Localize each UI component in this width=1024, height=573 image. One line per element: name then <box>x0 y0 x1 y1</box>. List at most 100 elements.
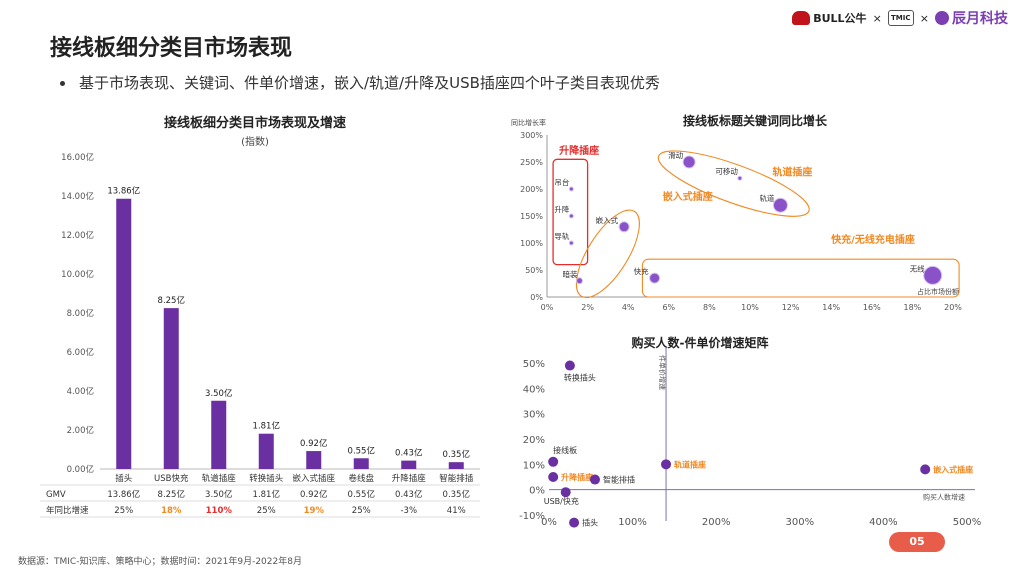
keyword-x-tick-label: 14% <box>822 303 840 312</box>
keyword-point <box>772 197 788 213</box>
bull-logo-text: BULL公牛 <box>813 12 867 25</box>
bar-y-tick-label: 6.00亿 <box>67 347 94 358</box>
keyword-point <box>737 175 743 181</box>
logo-separator: × <box>919 11 929 25</box>
matrix-point-label: 转换插头 <box>564 373 596 383</box>
summary-text: 基于市场表现、关键词、件单价增速，嵌入/轨道/升降及USB插座四个叶子类目表现优… <box>79 74 660 92</box>
keyword-point-label: 滑动 <box>668 150 684 160</box>
keyword-point-label: 吊台 <box>554 177 569 187</box>
matrix-y-tick-label: 20% <box>523 435 545 446</box>
matrix-x-tick-label: 0% <box>541 517 557 528</box>
table-cell: 110% <box>206 506 233 516</box>
keyword-group-outline <box>641 258 960 298</box>
matrix-chart-title: 购买人数-件单价增速矩阵 <box>632 335 769 350</box>
matrix-point <box>569 517 580 528</box>
chenyue-logo-text: 辰月科技 <box>952 11 1008 27</box>
tmic-logo-icon: TMIC <box>887 10 914 26</box>
bar-3 <box>258 433 274 469</box>
table-cell: 41% <box>447 506 466 516</box>
bar-y-tick-label: 8.00亿 <box>67 308 94 319</box>
matrix-y-tick-label: 0% <box>529 486 545 497</box>
matrix-y-tick-label: -10% <box>519 511 545 522</box>
keyword-point-label: 轨道 <box>759 193 774 203</box>
bar-category-label: USB快充 <box>154 473 189 484</box>
bar-category-label: 卷线盘 <box>348 473 374 484</box>
bar-chart-subtitle: (指数) <box>241 135 269 148</box>
keyword-x-axis-label: 占比市场份额 <box>917 287 959 296</box>
chenyue-logo: 辰月科技 <box>935 8 1008 28</box>
bar-value-label: 0.43亿 <box>395 448 422 459</box>
bull-logo: BULL公牛 <box>792 10 867 26</box>
keyword-y-tick-label: 300% <box>520 131 543 140</box>
matrix-y-tick-label: 10% <box>523 460 545 471</box>
table-cell: 8.25亿 <box>158 489 185 500</box>
matrix-x-tick-label: 200% <box>702 517 731 528</box>
keyword-group-label: 快充/无线充电插座 <box>830 233 915 246</box>
table-row-label: GMV <box>46 490 66 500</box>
keyword-point-label: 暗装 <box>562 269 577 279</box>
bar-category-label: 嵌入式插座 <box>292 473 335 484</box>
matrix-y-tick-label: 30% <box>523 410 545 421</box>
matrix-point <box>560 487 571 498</box>
keyword-point <box>568 240 574 246</box>
keyword-point-label: 嵌入式 <box>596 215 619 225</box>
keyword-x-tick-label: 10% <box>741 303 759 312</box>
keyword-point <box>682 155 696 169</box>
bar-y-tick-label: 2.00亿 <box>67 425 94 436</box>
table-cell: 13.86亿 <box>107 489 140 500</box>
keyword-x-tick-label: 4% <box>622 303 635 312</box>
bar-value-label: 0.35亿 <box>443 449 470 460</box>
matrix-point <box>920 464 931 475</box>
logo-row: BULL公牛 × TMIC × 辰月科技 <box>792 8 1008 28</box>
table-cell: 25% <box>352 506 371 516</box>
table-cell: 25% <box>257 506 276 516</box>
keyword-point-label: 导轨 <box>554 231 569 241</box>
matrix-y-axis-label: 件单价增速 <box>658 355 667 390</box>
keyword-x-tick-label: 2% <box>581 303 594 312</box>
matrix-x-tick-label: 500% <box>953 517 982 528</box>
matrix-y-tick-label: 50% <box>523 359 545 370</box>
bar-category-label: 插头 <box>115 473 133 484</box>
table-cell: 3.50亿 <box>205 489 232 500</box>
bar-y-tick-label: 10.00亿 <box>61 269 94 280</box>
bar-2 <box>211 400 227 469</box>
keyword-point <box>649 272 661 284</box>
table-cell: 0.92亿 <box>300 489 327 500</box>
matrix-x-tick-label: 100% <box>618 517 647 528</box>
keyword-point <box>923 265 943 285</box>
page-title: 接线板细分类目市场表现 <box>50 36 293 61</box>
matrix-x-axis-label: 购买人数增速 <box>923 493 965 502</box>
keyword-x-tick-label: 0% <box>541 303 554 312</box>
keyword-chart-title: 接线板标题关键词同比增长 <box>683 113 828 128</box>
matrix-x-tick-label: 300% <box>786 517 815 528</box>
keyword-x-tick-label: 8% <box>703 303 716 312</box>
bar-category-label: 智能排插 <box>439 473 474 484</box>
table-cell: 0.55亿 <box>348 489 375 500</box>
bullet-dot-icon <box>60 81 65 86</box>
matrix-point <box>589 474 600 485</box>
table-cell: 25% <box>114 506 133 516</box>
page-number: 05 <box>889 532 945 552</box>
keyword-group-label: 嵌入式插座 <box>663 190 713 203</box>
keyword-point <box>575 277 583 285</box>
keyword-x-tick-label: 18% <box>904 303 922 312</box>
matrix-point-label: 轨道插座 <box>674 459 706 469</box>
matrix-point <box>661 459 672 470</box>
matrix-point-label: 升降插座 <box>561 472 593 482</box>
bar-6 <box>401 460 417 469</box>
tmic-logo: TMIC <box>887 10 914 26</box>
table-row-label: 年同比增速 <box>46 505 89 516</box>
matrix-point-label: 智能排插 <box>603 475 635 485</box>
table-cell: 18% <box>161 506 182 516</box>
keyword-x-tick-label: 12% <box>782 303 800 312</box>
keyword-group-label: 升降插座 <box>559 144 599 157</box>
bar-5 <box>353 458 369 469</box>
matrix-point-label: 接线板 <box>553 445 577 455</box>
bar-value-label: 3.50亿 <box>205 388 232 399</box>
bar-category-label: 转换插头 <box>249 473 284 484</box>
keyword-group-outline <box>657 150 810 217</box>
bar-value-label: 0.55亿 <box>348 445 375 456</box>
keyword-group-outline <box>552 158 589 266</box>
keyword-y-tick-label: 200% <box>520 185 543 194</box>
